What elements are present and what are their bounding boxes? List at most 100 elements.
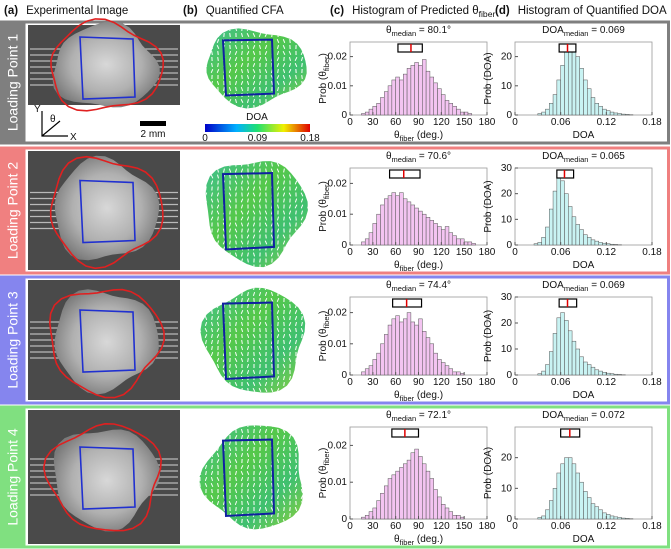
text-piece: Histogram of Predicted θ — [352, 5, 479, 17]
fiber-dash — [277, 216, 279, 221]
roi-outline — [79, 179, 136, 244]
hist-bar — [387, 85, 393, 116]
text-piece: = 0.069 — [588, 280, 625, 291]
text-piece: median — [392, 414, 417, 423]
fiber-dash — [258, 351, 262, 357]
fiber-dash — [228, 500, 232, 506]
hist-bar — [441, 504, 446, 520]
hist-bar — [564, 193, 569, 246]
scale-bar-label: 2 mm — [141, 129, 166, 140]
fiber-dash — [210, 174, 214, 179]
hist-bar — [568, 457, 573, 520]
hist-bar — [606, 243, 611, 246]
hist-bar — [609, 515, 615, 520]
hist-bar — [444, 365, 450, 376]
text-piece: = 80.1° — [416, 25, 451, 36]
fiber-dash — [258, 524, 262, 530]
hist-bar — [560, 463, 565, 520]
fiber-dash — [246, 44, 250, 50]
fiber-dash — [259, 458, 261, 464]
hist-bar — [609, 111, 615, 116]
fiber-dash — [258, 470, 262, 476]
fiber-dash — [241, 339, 243, 345]
fiber-dash — [228, 74, 232, 80]
fiber-dash — [258, 440, 262, 446]
hist-bar — [456, 238, 461, 246]
fiber-dash — [247, 458, 249, 464]
fiber-dash — [247, 440, 249, 446]
panel-tag: (d) — [495, 5, 510, 17]
hist-bar — [387, 324, 393, 376]
hist-bar — [403, 463, 408, 520]
fiber-dash — [246, 464, 250, 470]
fiber-dash — [252, 387, 256, 393]
fiber-dash — [271, 494, 273, 500]
hist-bar — [598, 509, 603, 520]
fiber-dash — [265, 327, 267, 333]
text-piece: Prob (θ — [318, 71, 329, 104]
hist-bar — [606, 110, 611, 116]
fiber-dash — [276, 168, 280, 173]
text-piece: θ — [394, 260, 400, 271]
fiber-dash — [217, 309, 219, 315]
fiber-dash — [265, 440, 267, 446]
fiber-dash — [228, 458, 232, 464]
fiber-dash — [241, 440, 243, 446]
fiber-dash — [282, 44, 286, 50]
fiber-dash — [295, 327, 297, 333]
fiber-dash — [258, 339, 262, 345]
fiber-dash — [277, 68, 279, 74]
fiber-dash — [210, 180, 214, 185]
fiber-dash — [283, 381, 285, 387]
fiber-dash — [276, 333, 280, 339]
fiber-dash — [258, 287, 262, 291]
chart-title: DOAmedian = 0.069 — [542, 280, 625, 293]
x-tick-label: 120 — [433, 247, 450, 258]
fiber-dash — [259, 192, 261, 197]
fiber-dash — [288, 434, 292, 440]
hist-bar — [594, 369, 599, 376]
fiber-dash — [246, 381, 250, 387]
text-piece: DOA — [573, 534, 595, 545]
hist-bar — [452, 371, 457, 376]
fiber-dash — [294, 80, 298, 86]
fiber-dash — [234, 357, 238, 363]
hist-bar — [380, 343, 385, 376]
fiber-dash — [270, 252, 274, 257]
fiber-dash — [277, 440, 279, 446]
fiber-dash — [211, 339, 213, 345]
hist-bar — [571, 216, 577, 246]
hist-bar — [556, 79, 561, 116]
x-tick-label: 30 — [367, 117, 379, 128]
hist-bar — [583, 491, 588, 520]
fiber-dash — [258, 387, 262, 393]
hist-bar — [429, 220, 434, 246]
hist-bar — [625, 518, 630, 520]
fiber-dash — [240, 174, 244, 179]
fiber-dash — [264, 470, 268, 476]
y-tick-label: 0.02 — [328, 52, 348, 63]
text-piece: Prob (θ — [318, 199, 329, 232]
fiber-dash — [252, 252, 256, 257]
fiber-dash — [240, 98, 244, 104]
x-axis-label: θfiber (deg.) — [394, 534, 443, 547]
y-axis-label: Prob (DOA) — [483, 447, 494, 499]
hist-bar — [441, 94, 446, 116]
y-axis-label: Prob (θfiber) — [318, 448, 331, 499]
axis-label-icon: X — [70, 132, 77, 143]
fiber-dash — [276, 452, 280, 458]
hist-bar — [372, 507, 377, 520]
fiber-dash — [211, 315, 213, 321]
hist-bar — [602, 372, 607, 376]
hist-bar — [575, 348, 580, 376]
text-piece: = 0.069 — [588, 25, 625, 36]
x-axis-label: DOA — [573, 260, 595, 271]
hist-bar — [613, 112, 619, 116]
fiber-dash — [259, 210, 261, 215]
fiber-dash — [276, 434, 280, 440]
tissue-outline — [42, 422, 163, 532]
fiber-dash — [235, 80, 237, 86]
hist-bar — [568, 206, 573, 246]
fiber-dash — [288, 321, 292, 327]
text-piece: median — [564, 284, 589, 293]
